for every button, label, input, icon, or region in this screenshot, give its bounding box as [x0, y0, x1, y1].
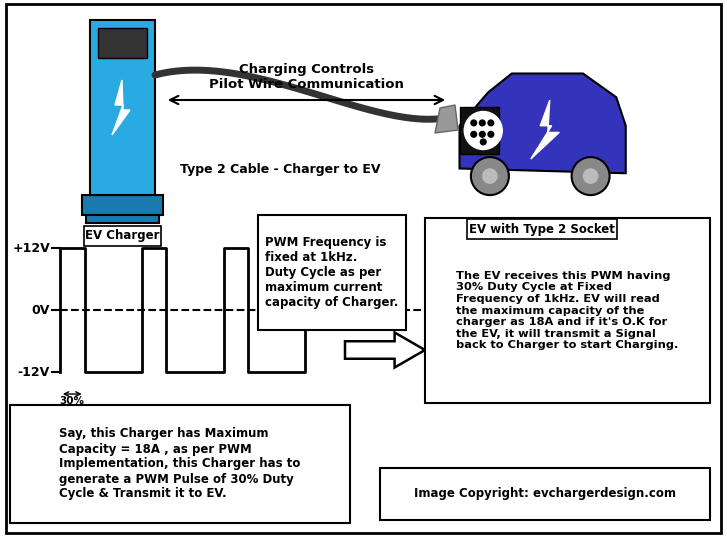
Bar	[82, 195, 163, 215]
Text: 1 Cycle: 1 Cycle	[80, 410, 122, 420]
Circle shape	[481, 139, 486, 145]
Text: Type 2 Cable - Charger to EV: Type 2 Cable - Charger to EV	[180, 163, 380, 177]
Polygon shape	[531, 100, 559, 159]
Bar	[10, 405, 350, 523]
Text: +12V: +12V	[12, 242, 50, 255]
Text: -12V: -12V	[17, 366, 50, 379]
Bar	[90, 20, 155, 195]
Bar	[380, 468, 710, 520]
Circle shape	[488, 132, 494, 137]
Polygon shape	[459, 107, 499, 154]
Text: PWM Frequency is
fixed at 1kHz.
Duty Cycle as per
maximum current
capacity of Ch: PWM Frequency is fixed at 1kHz. Duty Cyc…	[265, 236, 398, 309]
Circle shape	[481, 168, 499, 185]
Bar	[258, 215, 406, 330]
Polygon shape	[435, 105, 458, 133]
FancyBboxPatch shape	[84, 226, 161, 246]
Text: The EV receives this PWM having
30% Duty Cycle at Fixed
Frequency of 1kHz. EV wi: The EV receives this PWM having 30% Duty…	[457, 271, 679, 350]
FancyBboxPatch shape	[467, 219, 617, 239]
Circle shape	[488, 120, 494, 126]
Circle shape	[479, 132, 485, 137]
Circle shape	[471, 120, 477, 126]
Circle shape	[582, 168, 599, 185]
Circle shape	[479, 120, 485, 126]
Text: EV with Type 2 Socket: EV with Type 2 Socket	[469, 222, 615, 236]
Text: Pilot Wire Communication: Pilot Wire Communication	[209, 78, 404, 91]
Text: Charging Controls: Charging Controls	[239, 63, 374, 76]
FancyArrow shape	[345, 332, 425, 367]
Text: 0V: 0V	[32, 303, 50, 316]
Text: EV Charger: EV Charger	[85, 229, 160, 243]
Text: Say, this Charger has Maximum
Capacity = 18A , as per PWM
Implementation, this C: Say, this Charger has Maximum Capacity =…	[60, 427, 301, 500]
Text: Image Copyright: evchargerdesign.com: Image Copyright: evchargerdesign.com	[414, 488, 676, 500]
Bar	[98, 28, 147, 58]
Text: 30%: 30%	[60, 396, 85, 406]
Circle shape	[471, 157, 509, 195]
Bar	[86, 215, 159, 223]
Polygon shape	[112, 80, 130, 135]
Polygon shape	[459, 74, 626, 173]
Bar	[425, 218, 710, 403]
Circle shape	[465, 112, 502, 149]
Circle shape	[571, 157, 610, 195]
Circle shape	[471, 132, 477, 137]
